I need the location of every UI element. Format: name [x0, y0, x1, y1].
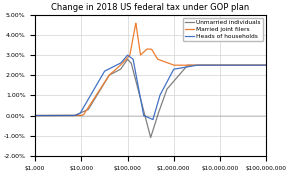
Married joint filers [140, 53, 143, 55]
Heads of households [149, 136, 153, 139]
Married joint filers [264, 64, 268, 66]
Married joint filers [134, 22, 137, 24]
Title: Change in 2018 US federal tax under GOP plan: Change in 2018 US federal tax under GOP … [52, 3, 250, 13]
Unmarried individuals [264, 64, 268, 66]
Heads of households [215, 64, 219, 66]
Heads of households [258, 64, 261, 66]
Heads of households [140, 101, 143, 104]
Unmarried individuals [33, 114, 37, 117]
Line: Unmarried individuals: Unmarried individuals [35, 55, 266, 120]
Heads of households [33, 114, 37, 117]
Married joint filers [33, 114, 37, 117]
Heads of households [45, 114, 49, 117]
Married joint filers [146, 48, 149, 50]
Heads of households [264, 64, 268, 66]
Unmarried individuals [140, 102, 143, 105]
Line: Married joint filers: Married joint filers [35, 23, 266, 116]
Married joint filers [215, 64, 219, 66]
Unmarried individuals [258, 64, 261, 66]
Unmarried individuals [126, 54, 129, 56]
Unmarried individuals [258, 64, 261, 66]
Married joint filers [258, 64, 261, 66]
Unmarried individuals [151, 118, 155, 121]
Heads of households [258, 64, 261, 66]
Married joint filers [258, 64, 261, 66]
Heads of households [146, 125, 149, 127]
Line: Heads of households: Heads of households [35, 59, 266, 137]
Married joint filers [45, 114, 49, 117]
Legend: Unmarried individuals, Married joint filers, Heads of households: Unmarried individuals, Married joint fil… [183, 18, 263, 41]
Unmarried individuals [215, 64, 219, 66]
Unmarried individuals [146, 116, 149, 118]
Heads of households [126, 58, 129, 60]
Unmarried individuals [45, 114, 49, 117]
